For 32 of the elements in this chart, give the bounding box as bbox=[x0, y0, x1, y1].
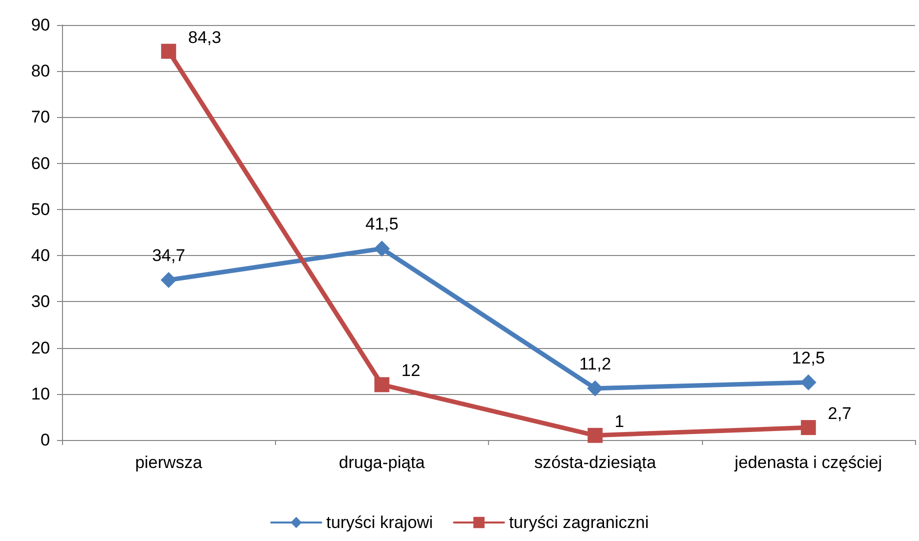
legend-label: turyści krajowi bbox=[326, 513, 433, 532]
data-label: 1 bbox=[614, 412, 624, 431]
y-tick-label: 20 bbox=[31, 338, 50, 358]
x-tick-label: druga-piąta bbox=[338, 453, 426, 472]
y-tick-label: 60 bbox=[31, 154, 50, 173]
data-label: 11,2 bbox=[579, 354, 612, 374]
point bbox=[587, 380, 604, 396]
x-tick-label: jedenasta i częściej bbox=[734, 453, 882, 472]
x-tick-label: szósta-dziesiąta bbox=[534, 453, 657, 472]
y-tick-label: 30 bbox=[31, 292, 50, 312]
y-tick-label: 90 bbox=[31, 16, 50, 34]
legend-label: turyści zagraniczni bbox=[508, 513, 649, 532]
point bbox=[160, 272, 177, 288]
point bbox=[800, 420, 816, 436]
y-tick-label: 0 bbox=[40, 430, 50, 450]
data-label: 12 bbox=[401, 361, 420, 380]
data-label: 12,5 bbox=[792, 348, 825, 368]
data-label: 2,7 bbox=[828, 404, 852, 424]
data-label: 34,7 bbox=[152, 246, 186, 265]
data-label: 41,5 bbox=[365, 214, 398, 234]
x-tick-label: pierwsza bbox=[135, 453, 203, 472]
y-tick-label: 50 bbox=[31, 200, 50, 219]
point bbox=[800, 374, 816, 390]
y-tick-label: 70 bbox=[31, 108, 50, 127]
y-tick-label: 10 bbox=[31, 384, 50, 404]
data-label: 84,3 bbox=[188, 28, 222, 47]
point bbox=[588, 428, 603, 443]
point bbox=[374, 377, 390, 392]
y-tick-label: 80 bbox=[31, 62, 50, 81]
y-tick-label: 40 bbox=[31, 246, 50, 266]
point bbox=[374, 240, 390, 257]
point bbox=[161, 44, 176, 59]
